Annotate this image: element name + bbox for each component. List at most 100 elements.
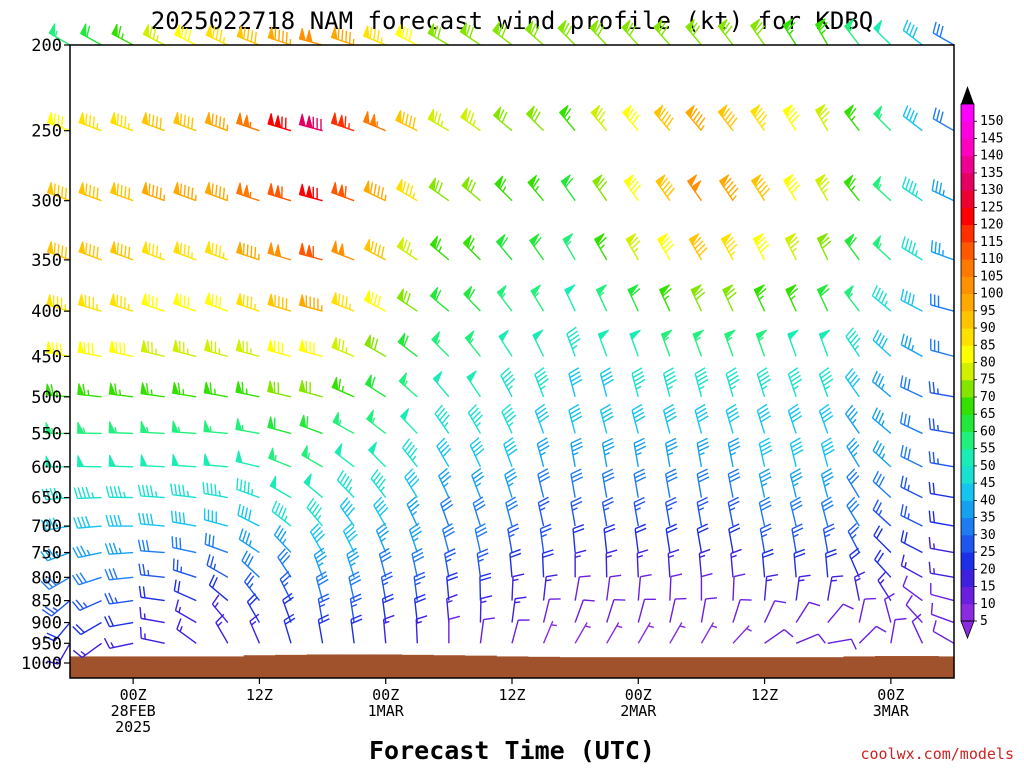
barb-pennant xyxy=(688,233,700,246)
wind-barb xyxy=(566,326,581,357)
barb-feather xyxy=(314,507,322,518)
barb-feather xyxy=(909,110,915,122)
barb-shaft xyxy=(932,630,955,644)
barb-feather xyxy=(633,411,645,419)
wind-barb xyxy=(698,548,711,578)
barb-feather xyxy=(120,114,123,127)
wind-barb xyxy=(174,24,197,46)
barb-shaft xyxy=(827,638,852,644)
barb-feather xyxy=(91,343,94,355)
wind-barb xyxy=(203,508,229,527)
wind-barb xyxy=(534,403,550,434)
colorbar-swatch xyxy=(961,224,974,243)
barb-feather xyxy=(159,187,162,200)
barb-feather xyxy=(509,548,521,555)
barb-feather xyxy=(825,548,837,555)
barb-pennant xyxy=(368,441,378,456)
barb-half-feather xyxy=(831,579,837,582)
barb-half-feather xyxy=(384,194,387,201)
wind-barb xyxy=(140,420,165,435)
barb-shaft xyxy=(109,576,134,581)
barb-feather xyxy=(603,523,615,530)
barb-half-feather xyxy=(508,482,514,487)
barb-shaft xyxy=(140,617,165,624)
barb-feather xyxy=(934,241,937,254)
barb-half-feather xyxy=(855,577,861,582)
barb-feather xyxy=(630,288,641,297)
barb-shaft xyxy=(215,622,229,644)
barb-feather xyxy=(236,477,239,490)
wind-barb xyxy=(109,241,134,261)
barb-feather xyxy=(878,335,885,346)
barb-feather xyxy=(697,472,709,479)
barb-feather xyxy=(446,576,459,582)
barb-feather xyxy=(534,367,545,376)
barb-feather xyxy=(373,293,378,306)
barb-feather xyxy=(277,505,284,517)
barb-feather xyxy=(899,411,904,424)
barb-feather xyxy=(379,507,389,517)
wind-barb xyxy=(446,572,459,601)
colorbar-swatch xyxy=(961,138,974,157)
barb-feather xyxy=(938,242,941,255)
barb-feather xyxy=(343,522,353,532)
barb-feather xyxy=(187,116,190,128)
wind-barb xyxy=(504,467,518,498)
barb-half-feather xyxy=(600,118,605,125)
barb-pennant xyxy=(235,450,243,464)
barb-feather xyxy=(55,342,59,355)
wind-barb xyxy=(700,572,713,601)
barb-feather xyxy=(760,523,772,530)
barb-shaft xyxy=(568,373,576,398)
barb-feather xyxy=(670,573,683,578)
barb-feather xyxy=(878,445,885,457)
wind-barb xyxy=(137,484,165,499)
wind-barb xyxy=(725,403,740,434)
barb-half-feather xyxy=(572,507,578,511)
wind-barb xyxy=(104,542,134,555)
barb-feather xyxy=(733,573,746,578)
barb-feather xyxy=(902,19,909,31)
barb-feather xyxy=(442,523,453,530)
barb-feather xyxy=(597,25,605,37)
barb-feather xyxy=(663,403,674,411)
wind-barb xyxy=(204,292,229,312)
barb-pennant xyxy=(45,455,53,468)
wind-barb xyxy=(45,422,70,435)
barb-pennant xyxy=(172,292,180,307)
barb-pennant xyxy=(460,107,468,122)
barb-half-feather xyxy=(545,579,552,582)
barb-feather xyxy=(347,551,359,559)
barb-feather xyxy=(337,293,341,306)
barb-shaft xyxy=(900,422,923,435)
wind-barb xyxy=(301,445,323,468)
wind-barb xyxy=(589,19,608,46)
barb-feather xyxy=(373,183,377,196)
barb-shaft xyxy=(539,528,545,553)
barb-feather xyxy=(852,337,861,347)
barb-feather xyxy=(402,239,408,251)
wind-barb xyxy=(601,437,615,467)
barb-feather xyxy=(380,551,391,559)
barb-shaft xyxy=(662,373,671,398)
barb-half-feather xyxy=(937,424,939,431)
barb-half-feather xyxy=(732,195,737,201)
barb-feather xyxy=(595,108,603,119)
wind-barb xyxy=(298,339,323,358)
barb-half-feather xyxy=(884,300,888,307)
barb-feather xyxy=(665,468,677,475)
barb-feather xyxy=(566,326,577,335)
wind-barb xyxy=(204,339,229,358)
barb-feather xyxy=(348,571,360,578)
barb-half-feather xyxy=(937,458,939,465)
barb-feather xyxy=(151,244,155,256)
barb-shaft xyxy=(930,461,955,468)
wind-barb xyxy=(662,403,677,434)
barb-feather xyxy=(872,499,880,511)
barb-feather xyxy=(113,514,118,527)
barb-feather xyxy=(279,551,289,562)
barb-half-feather xyxy=(761,482,768,487)
wind-barb xyxy=(718,174,739,202)
wind-barb xyxy=(41,600,71,617)
colorbar-swatch xyxy=(961,500,974,519)
